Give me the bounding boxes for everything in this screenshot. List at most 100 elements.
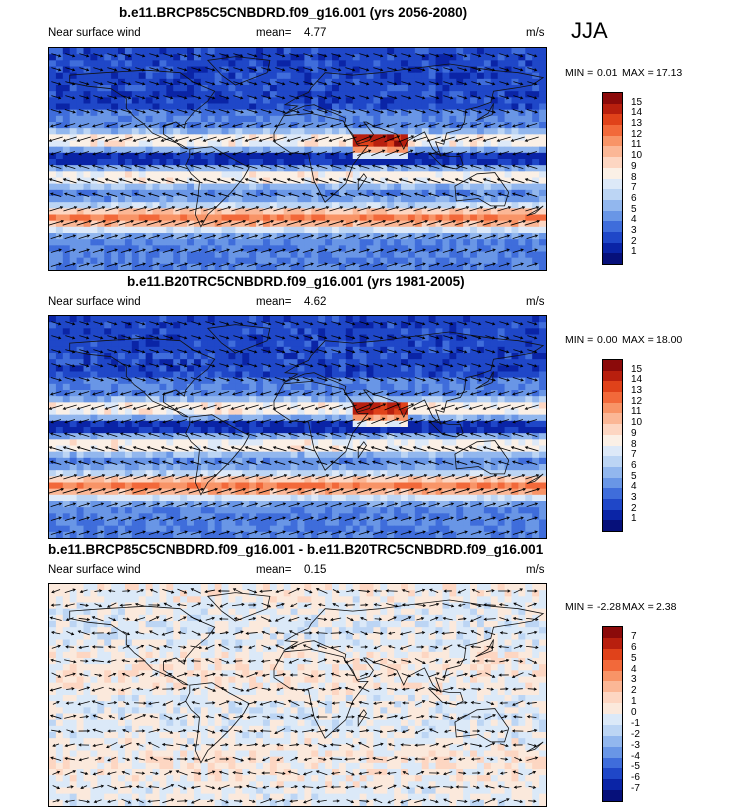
field-cell	[511, 177, 519, 185]
wind-arrow-head	[100, 234, 105, 238]
field-cell	[525, 165, 533, 172]
field-cell	[428, 134, 437, 142]
field-cell	[118, 245, 126, 253]
field-cell	[118, 208, 126, 216]
wind-arrow-head	[156, 262, 160, 266]
field-cell	[118, 183, 126, 191]
wind-arrow-head	[325, 206, 330, 210]
field-cell	[200, 263, 209, 270]
wind-arrow-head	[535, 206, 540, 210]
field-cell	[256, 340, 264, 348]
field-cell	[124, 171, 133, 179]
field-cell	[297, 346, 306, 354]
wind-arrow	[414, 235, 426, 239]
field-cell	[124, 353, 133, 360]
field-cell	[200, 109, 209, 117]
field-cell	[387, 171, 395, 179]
wind-arrow	[134, 123, 146, 127]
wind-arrow	[401, 53, 411, 57]
field-cell	[483, 202, 492, 209]
field-cell	[180, 85, 188, 92]
field-cell	[187, 316, 195, 323]
field-cell	[256, 383, 264, 391]
wind-arrow-head	[174, 178, 179, 182]
field-cell	[497, 377, 506, 385]
wind-arrow	[162, 263, 174, 267]
wind-arrow	[371, 206, 385, 212]
field-cell	[152, 263, 161, 270]
field-cell	[325, 396, 333, 403]
field-cell	[83, 263, 92, 270]
field-cell	[97, 78, 105, 86]
wind-arrow	[288, 193, 300, 197]
field-cell	[124, 408, 133, 416]
field-cell	[304, 328, 312, 336]
field-cell	[200, 220, 209, 228]
field-cell	[483, 251, 492, 259]
field-cell	[55, 328, 64, 336]
field-cell	[187, 257, 195, 265]
field-cell	[138, 226, 147, 234]
field-cell	[483, 196, 492, 203]
wind-arrow-head	[366, 110, 370, 114]
field-cell	[207, 177, 216, 185]
wind-arrow	[316, 263, 328, 267]
field-cell	[373, 377, 381, 385]
wind-arrow	[484, 151, 496, 155]
wind-arrow-head	[492, 262, 496, 266]
field-cell	[83, 365, 92, 373]
field-cell	[428, 66, 437, 74]
wind-arrow-head	[142, 248, 146, 252]
field-cell	[290, 226, 299, 234]
wind-arrow	[344, 193, 356, 197]
field-cell	[269, 328, 278, 336]
wind-arrow-head	[454, 138, 458, 142]
wind-arrow-head	[311, 206, 316, 210]
field-cell	[228, 72, 236, 80]
wind-arrow-head	[116, 219, 121, 223]
wind-arrow-head	[114, 68, 118, 72]
field-cell	[456, 322, 464, 329]
field-cell	[193, 115, 202, 123]
wind-arrow	[148, 249, 160, 253]
wind-arrow-head	[227, 206, 232, 210]
field-cell	[352, 189, 361, 197]
field-cell	[463, 97, 471, 105]
field-cell	[449, 202, 457, 209]
wind-arrow	[189, 178, 203, 184]
field-cell	[304, 383, 312, 391]
wind-arrow	[457, 67, 467, 71]
field-cell	[511, 402, 519, 410]
wind-arrow	[203, 206, 217, 212]
field-cell	[69, 128, 78, 135]
field-cell	[497, 183, 506, 191]
field-cell	[525, 91, 533, 98]
wind-arrow-head	[464, 54, 468, 58]
wind-arrow-head	[202, 178, 207, 182]
field-cell	[173, 340, 181, 348]
panel-2-title: b.e11.B20TRC5CNBDRD.f09_g16.001 (yrs 198…	[127, 274, 465, 289]
field-cell	[304, 402, 312, 410]
field-cell	[242, 214, 250, 222]
coastline	[206, 56, 271, 86]
field-cell	[407, 122, 416, 129]
wind-arrow-head	[508, 219, 513, 223]
wind-arrow	[469, 136, 483, 142]
field-cell	[256, 263, 264, 270]
field-cell	[332, 365, 340, 373]
wind-arrow	[274, 263, 286, 267]
field-cell	[442, 402, 450, 410]
field-cell	[159, 85, 167, 92]
field-cell	[373, 97, 381, 105]
field-cell	[69, 115, 78, 123]
field-cell	[228, 48, 236, 55]
field-cell	[387, 334, 395, 342]
field-cell	[518, 146, 526, 154]
wind-arrow	[485, 81, 495, 85]
field-cell	[111, 316, 119, 323]
wind-arrow	[289, 53, 299, 57]
wind-arrow-head	[202, 138, 206, 142]
field-cell	[166, 189, 174, 197]
field-cell	[221, 122, 230, 129]
field-cell	[235, 97, 243, 105]
